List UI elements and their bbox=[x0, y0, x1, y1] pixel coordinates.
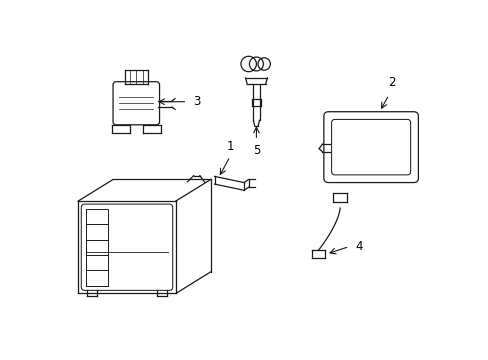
Text: 4: 4 bbox=[355, 240, 363, 253]
Text: 3: 3 bbox=[193, 95, 201, 108]
Text: 2: 2 bbox=[387, 76, 395, 89]
Text: 5: 5 bbox=[252, 144, 260, 157]
Text: 1: 1 bbox=[226, 140, 233, 153]
